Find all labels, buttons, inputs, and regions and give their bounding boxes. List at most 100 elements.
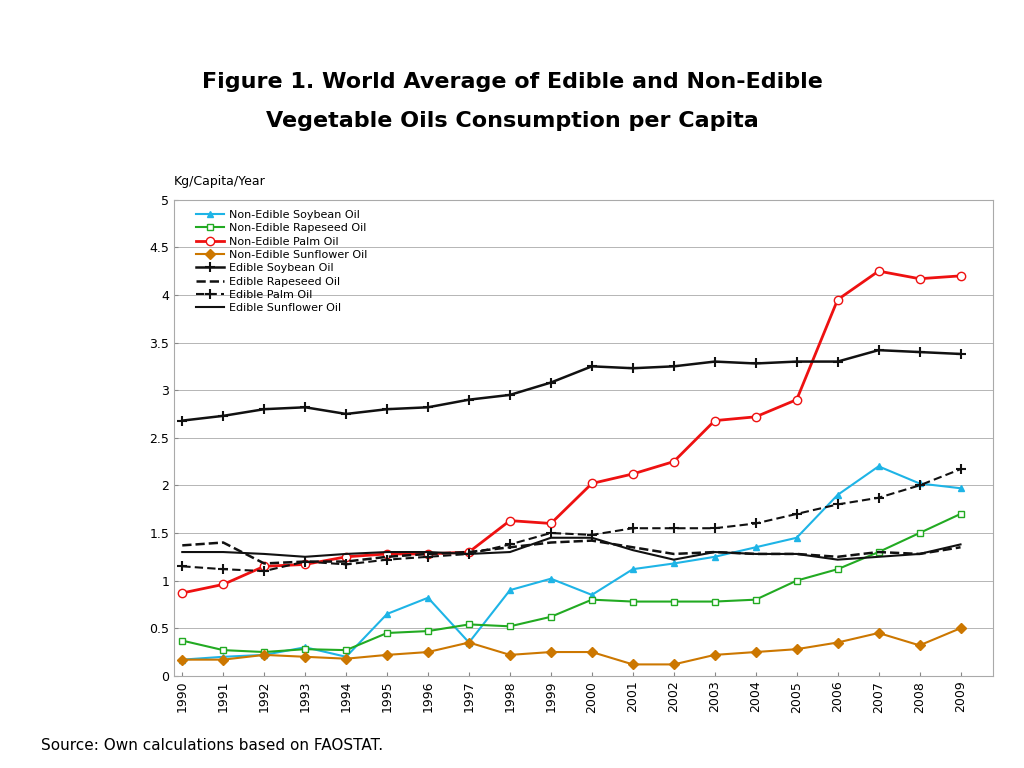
Edible Palm Oil bbox=[504, 540, 516, 549]
Non-Edible Palm Oil bbox=[545, 519, 557, 528]
Non-Edible Soybean Oil bbox=[831, 490, 844, 499]
Non-Edible Palm Oil bbox=[381, 549, 393, 558]
Non-Edible Rapeseed Oil bbox=[831, 564, 844, 574]
Edible Rapeseed Oil bbox=[831, 552, 844, 561]
Non-Edible Soybean Oil bbox=[217, 652, 229, 661]
Edible Palm Oil bbox=[586, 530, 598, 539]
Non-Edible Soybean Oil bbox=[954, 484, 967, 493]
Edible Palm Oil bbox=[217, 564, 229, 574]
Edible Soybean Oil bbox=[750, 359, 762, 368]
Non-Edible Soybean Oil bbox=[791, 533, 803, 542]
Edible Sunflower Oil bbox=[668, 555, 680, 564]
Non-Edible Rapeseed Oil bbox=[381, 628, 393, 637]
Edible Sunflower Oil bbox=[627, 545, 639, 554]
Non-Edible Rapeseed Oil bbox=[463, 620, 475, 629]
Text: Vegetable Oils Consumption per Capita: Vegetable Oils Consumption per Capita bbox=[265, 111, 759, 131]
Non-Edible Rapeseed Oil bbox=[709, 597, 721, 606]
Non-Edible Sunflower Oil bbox=[872, 628, 885, 637]
Non-Edible Rapeseed Oil bbox=[791, 576, 803, 585]
Edible Sunflower Oil bbox=[831, 555, 844, 564]
Edible Rapeseed Oil bbox=[340, 557, 352, 566]
Edible Rapeseed Oil bbox=[422, 549, 434, 558]
Edible Soybean Oil bbox=[299, 402, 311, 412]
Non-Edible Palm Oil bbox=[668, 457, 680, 466]
Edible Palm Oil bbox=[872, 493, 885, 502]
Non-Edible Soybean Oil bbox=[422, 593, 434, 602]
Non-Edible Rapeseed Oil bbox=[750, 595, 762, 604]
Non-Edible Rapeseed Oil bbox=[872, 548, 885, 557]
Non-Edible Rapeseed Oil bbox=[299, 644, 311, 654]
Non-Edible Palm Oil bbox=[913, 274, 926, 283]
Legend: Non-Edible Soybean Oil, Non-Edible Rapeseed Oil, Non-Edible Palm Oil, Non-Edible: Non-Edible Soybean Oil, Non-Edible Rapes… bbox=[196, 210, 368, 313]
Non-Edible Palm Oil bbox=[258, 561, 270, 571]
Edible Rapeseed Oil bbox=[299, 557, 311, 566]
Non-Edible Sunflower Oil bbox=[381, 650, 393, 660]
Non-Edible Sunflower Oil bbox=[668, 660, 680, 669]
Non-Edible Soybean Oil bbox=[872, 462, 885, 471]
Edible Rapeseed Oil bbox=[791, 549, 803, 558]
Edible Rapeseed Oil bbox=[709, 548, 721, 557]
Non-Edible Rapeseed Oil bbox=[586, 595, 598, 604]
Non-Edible Palm Oil bbox=[831, 295, 844, 304]
Non-Edible Soybean Oil bbox=[627, 564, 639, 574]
Edible Sunflower Oil bbox=[791, 549, 803, 558]
Edible Palm Oil bbox=[709, 524, 721, 533]
Non-Edible Rapeseed Oil bbox=[504, 622, 516, 631]
Non-Edible Rapeseed Oil bbox=[545, 612, 557, 621]
Non-Edible Soybean Oil bbox=[258, 650, 270, 660]
Edible Sunflower Oil bbox=[381, 548, 393, 557]
Non-Edible Palm Oil bbox=[463, 548, 475, 557]
Non-Edible Sunflower Oil bbox=[176, 655, 188, 664]
Non-Edible Sunflower Oil bbox=[709, 650, 721, 660]
Line: Non-Edible Sunflower Oil: Non-Edible Sunflower Oil bbox=[179, 624, 964, 668]
Edible Soybean Oil bbox=[545, 378, 557, 387]
Non-Edible Palm Oil bbox=[217, 580, 229, 589]
Edible Palm Oil bbox=[258, 567, 270, 576]
Non-Edible Soybean Oil bbox=[913, 479, 926, 488]
Edible Rapeseed Oil bbox=[627, 543, 639, 552]
Edible Soybean Oil bbox=[463, 395, 475, 404]
Edible Sunflower Oil bbox=[463, 549, 475, 558]
Edible Sunflower Oil bbox=[422, 548, 434, 557]
Non-Edible Sunflower Oil bbox=[586, 647, 598, 657]
Edible Rapeseed Oil bbox=[954, 543, 967, 552]
Edible Palm Oil bbox=[176, 561, 188, 571]
Edible Rapeseed Oil bbox=[176, 541, 188, 550]
Non-Edible Sunflower Oil bbox=[463, 638, 475, 647]
Non-Edible Soybean Oil bbox=[709, 552, 721, 561]
Non-Edible Soybean Oil bbox=[176, 655, 188, 664]
Non-Edible Sunflower Oil bbox=[299, 652, 311, 661]
Non-Edible Palm Oil bbox=[872, 266, 885, 276]
Edible Palm Oil bbox=[954, 465, 967, 474]
Edible Soybean Oil bbox=[217, 411, 229, 420]
Non-Edible Sunflower Oil bbox=[340, 654, 352, 664]
Edible Rapeseed Oil bbox=[668, 549, 680, 558]
Non-Edible Palm Oil bbox=[422, 549, 434, 558]
Non-Edible Palm Oil bbox=[504, 516, 516, 525]
Line: Non-Edible Rapeseed Oil: Non-Edible Rapeseed Oil bbox=[179, 511, 964, 656]
Edible Soybean Oil bbox=[913, 347, 926, 356]
Edible Palm Oil bbox=[381, 555, 393, 564]
Edible Rapeseed Oil bbox=[217, 538, 229, 547]
Text: Source: Own calculations based on FAOSTAT.: Source: Own calculations based on FAOSTA… bbox=[41, 737, 383, 753]
Edible Sunflower Oil bbox=[872, 552, 885, 561]
Edible Rapeseed Oil bbox=[586, 536, 598, 545]
Non-Edible Rapeseed Oil bbox=[954, 509, 967, 518]
Non-Edible Palm Oil bbox=[176, 588, 188, 598]
Edible Palm Oil bbox=[831, 500, 844, 509]
Edible Rapeseed Oil bbox=[463, 548, 475, 557]
Non-Edible Rapeseed Oil bbox=[258, 647, 270, 657]
Edible Palm Oil bbox=[299, 557, 311, 566]
Edible Rapeseed Oil bbox=[872, 548, 885, 557]
Edible Soybean Oil bbox=[954, 349, 967, 359]
Non-Edible Soybean Oil bbox=[586, 591, 598, 600]
Line: Edible Rapeseed Oil: Edible Rapeseed Oil bbox=[182, 541, 961, 564]
Edible Sunflower Oil bbox=[586, 533, 598, 542]
Non-Edible Soybean Oil bbox=[381, 609, 393, 618]
Edible Rapeseed Oil bbox=[504, 543, 516, 552]
Edible Sunflower Oil bbox=[504, 548, 516, 557]
Edible Soybean Oil bbox=[872, 346, 885, 355]
Non-Edible Rapeseed Oil bbox=[913, 528, 926, 538]
Non-Edible Sunflower Oil bbox=[258, 650, 270, 660]
Edible Soybean Oil bbox=[340, 409, 352, 419]
